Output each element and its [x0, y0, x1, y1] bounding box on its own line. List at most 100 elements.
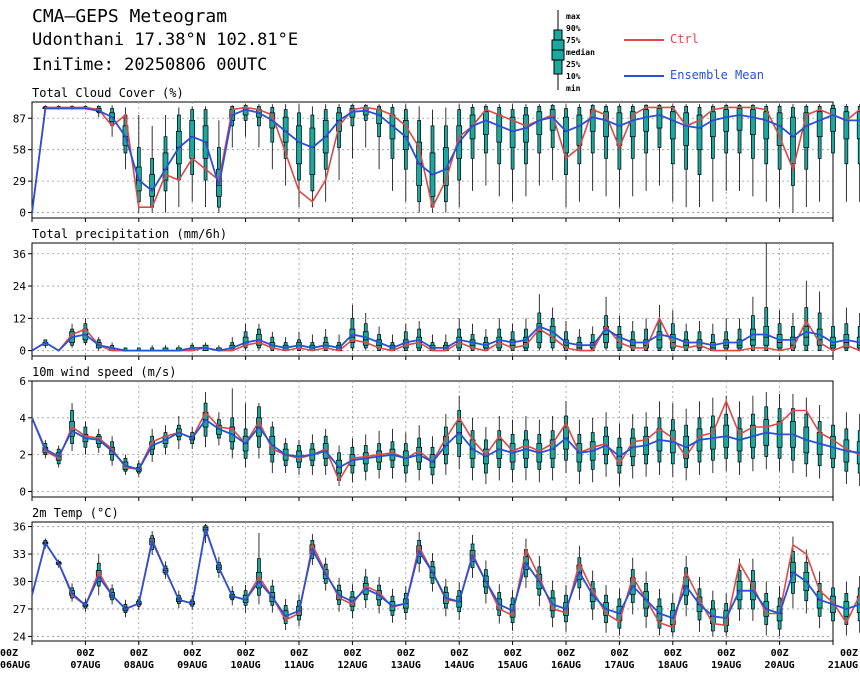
box-iqr: [629, 111, 636, 138]
x-tick-label-hour: 00Z: [130, 648, 148, 659]
box-iqr: [616, 334, 623, 349]
x-tick-label-hour: 00Z: [0, 648, 18, 659]
y-tick-label: 0: [19, 485, 26, 498]
legend-p90-label: 90%: [566, 24, 581, 33]
init-time-label: IniTime: 20250806 00UTC: [32, 55, 268, 75]
x-tick-label-date: 17AUG: [604, 660, 634, 671]
panel-title: Total Cloud Cover (%): [32, 86, 184, 100]
ensemble-mean-line: [31, 525, 860, 620]
box-iqr: [803, 326, 810, 346]
box-iqr: [483, 111, 489, 135]
y-tick-label: 0: [19, 345, 26, 358]
box-iqr: [309, 127, 316, 175]
box-iqr: [189, 120, 196, 159]
box-iqr: [509, 116, 516, 148]
box-iqr: [563, 116, 569, 154]
box-iqr: [750, 109, 756, 135]
box-iqr: [776, 112, 783, 146]
box-iqr: [736, 108, 743, 131]
x-tick-label-hour: 00Z: [450, 648, 468, 659]
y-tick-label: 24: [13, 630, 27, 643]
box-iqr: [296, 125, 302, 165]
legend-ctrl-label: Ctrl: [670, 32, 699, 46]
box-iqr: [803, 112, 810, 148]
y-tick-label: 0: [19, 207, 26, 220]
y-tick-label: 36: [13, 248, 26, 261]
y-tick-label: 58: [13, 144, 26, 157]
x-tick-label-date: 18AUG: [658, 660, 688, 671]
legend-p10-label: 10%: [566, 72, 581, 81]
x-tick-label-hour: 00Z: [717, 648, 735, 659]
box-iqr: [643, 109, 649, 132]
x-tick-label-date: 15AUG: [498, 660, 528, 671]
x-tick-label-hour: 00Z: [664, 648, 682, 659]
x-tick-label-hour: 00Z: [397, 648, 415, 659]
y-tick-label: 36: [13, 521, 26, 534]
box-iqr: [830, 108, 836, 132]
legend-ctrl-swatch: [624, 39, 664, 41]
box-iqr: [149, 174, 155, 197]
box-iqr: [723, 109, 730, 132]
panel-frame: [31, 242, 834, 357]
box-iqr: [496, 114, 503, 143]
box-iqr: [709, 111, 716, 138]
legend-max-label: max: [566, 12, 581, 21]
x-tick-label-hour: 00Z: [771, 648, 789, 659]
box-iqr: [536, 111, 543, 135]
box-iqr: [669, 111, 676, 140]
location-label: Udonthani 17.38°N 102.81°E: [32, 30, 299, 50]
ctrl-line: [31, 106, 860, 213]
x-tick-label-hour: 00Z: [76, 648, 94, 659]
box-iqr: [683, 112, 690, 146]
chart-title: CMA—GEPS Meteogram: [32, 6, 228, 27]
legend-median-label: median: [566, 48, 595, 57]
y-tick-label: 27: [13, 603, 26, 616]
x-tick-label-date: 09AUG: [177, 660, 207, 671]
x-tick-label-date: 16AUG: [551, 660, 581, 671]
y-tick-label: 4: [19, 412, 26, 425]
x-tick-label-date: 11AUG: [284, 660, 314, 671]
box-iqr: [656, 108, 663, 129]
x-tick-label-date: 06AUG: [0, 660, 30, 671]
ensemble-mean-line: [31, 107, 860, 213]
box-iqr: [736, 339, 743, 349]
y-tick-label: 30: [13, 576, 26, 589]
x-tick-label-date: 07AUG: [70, 660, 100, 671]
legend-mean-swatch: [624, 75, 664, 77]
box-iqr: [603, 111, 609, 138]
x-tick-label-date: 13AUG: [391, 660, 421, 671]
y-tick-label: 33: [13, 548, 26, 561]
y-tick-label: 24: [13, 280, 27, 293]
box-iqr: [723, 339, 730, 349]
box-iqr: [549, 326, 556, 343]
legend-min-label: min: [566, 84, 581, 93]
y-tick-label: 87: [13, 112, 26, 125]
x-tick-label-hour: 00Z: [237, 648, 255, 659]
x-tick-label-date: 19AUG: [711, 660, 741, 671]
box-iqr: [816, 111, 823, 138]
box-iqr: [843, 111, 850, 140]
x-tick-label-date: 14AUG: [444, 660, 474, 671]
boxplot-legend: max 90% 75% median 25% 10% min: [548, 10, 620, 96]
x-tick-label-date: 20AUG: [765, 660, 795, 671]
panel-title: Total precipitation (mm/6h): [32, 227, 227, 241]
line-legend: Ctrl Ensemble Mean: [622, 30, 842, 90]
x-tick-label-hour: 00Z: [610, 648, 628, 659]
ensemble-mean-line: [31, 325, 860, 352]
box-iqr: [763, 111, 770, 140]
box-iqr: [616, 112, 623, 146]
ensemble-mean-line: [31, 417, 860, 471]
meteogram-header: CMA—GEPS Meteogram Udonthani 17.38°N 102…: [0, 0, 860, 100]
y-tick-label: 2: [19, 449, 26, 462]
x-tick-label-hour: 00Z: [290, 648, 308, 659]
panel-title: 2m Temp (°C): [32, 506, 119, 520]
x-tick-label-hour: 00Z: [557, 648, 575, 659]
x-tick-label-date: 12AUG: [337, 660, 367, 671]
x-tick-label-date: 21AUG: [828, 660, 858, 671]
box-iqr: [790, 116, 796, 165]
box-iqr: [696, 114, 703, 151]
x-tick-label-date: 08AUG: [124, 660, 154, 671]
y-tick-label: 6: [19, 375, 26, 388]
panel-title: 10m wind speed (m/s): [32, 365, 177, 379]
